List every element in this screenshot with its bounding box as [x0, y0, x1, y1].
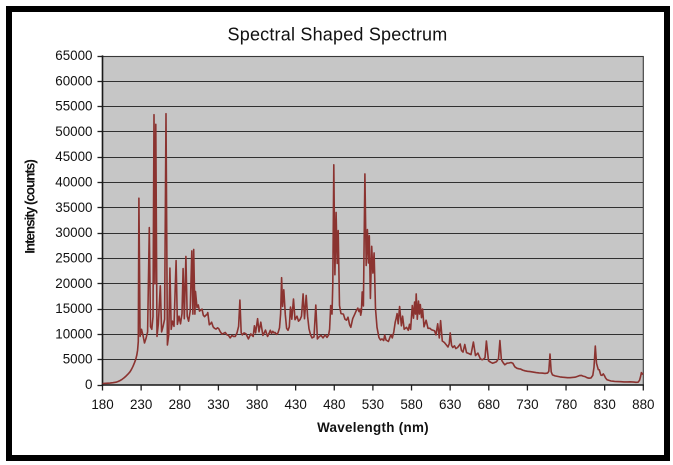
svg-text:680: 680	[478, 397, 500, 412]
svg-text:55000: 55000	[55, 99, 92, 114]
svg-text:380: 380	[246, 397, 268, 412]
svg-text:Wavelength (nm): Wavelength (nm)	[317, 420, 429, 435]
svg-text:50000: 50000	[55, 124, 92, 139]
svg-text:60000: 60000	[55, 73, 92, 88]
svg-text:Intensity (counts): Intensity (counts)	[23, 160, 38, 254]
svg-text:330: 330	[207, 397, 229, 412]
svg-text:180: 180	[91, 397, 113, 412]
svg-text:630: 630	[439, 397, 461, 412]
svg-text:730: 730	[516, 397, 538, 412]
svg-text:580: 580	[400, 397, 422, 412]
svg-text:20000: 20000	[55, 276, 92, 291]
svg-text:25000: 25000	[55, 250, 92, 265]
svg-text:65000: 65000	[55, 48, 92, 63]
svg-text:780: 780	[555, 397, 577, 412]
svg-text:40000: 40000	[55, 175, 92, 190]
svg-text:15000: 15000	[55, 301, 92, 316]
svg-text:480: 480	[323, 397, 345, 412]
svg-text:45000: 45000	[55, 149, 92, 164]
svg-text:35000: 35000	[55, 200, 92, 215]
svg-text:30000: 30000	[55, 225, 92, 240]
svg-text:5000: 5000	[63, 352, 93, 367]
svg-text:Spectral Shaped Spectrum: Spectral Shaped Spectrum	[228, 25, 448, 45]
svg-text:10000: 10000	[55, 326, 92, 341]
svg-text:530: 530	[362, 397, 384, 412]
svg-text:0: 0	[85, 377, 92, 392]
svg-text:830: 830	[593, 397, 615, 412]
svg-text:430: 430	[284, 397, 306, 412]
svg-text:280: 280	[169, 397, 191, 412]
svg-text:880: 880	[632, 397, 654, 412]
svg-text:230: 230	[130, 397, 152, 412]
